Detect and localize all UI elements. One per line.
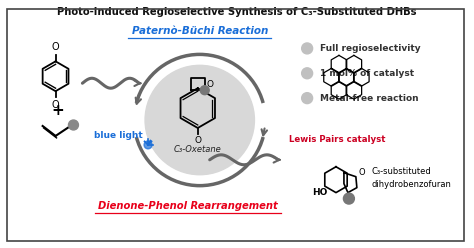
Text: blue light: blue light xyxy=(94,131,143,140)
Text: Full regioselectivity: Full regioselectivity xyxy=(320,44,421,53)
Text: O: O xyxy=(207,80,214,89)
Text: O: O xyxy=(52,42,59,52)
Text: O: O xyxy=(194,136,201,145)
Text: Metal-free reaction: Metal-free reaction xyxy=(320,94,419,103)
Text: Photo-Induced Regioselective Synthesis of C₃-Substituted DHBs: Photo-Induced Regioselective Synthesis o… xyxy=(57,7,416,17)
Text: dihydrobenzofuran: dihydrobenzofuran xyxy=(372,180,452,189)
Circle shape xyxy=(200,86,209,95)
Text: 1 mol% of catalyst: 1 mol% of catalyst xyxy=(320,69,414,78)
Circle shape xyxy=(301,68,313,79)
Circle shape xyxy=(145,65,255,175)
Circle shape xyxy=(68,120,78,130)
Text: HO: HO xyxy=(312,188,328,197)
Circle shape xyxy=(301,43,313,54)
Circle shape xyxy=(344,193,355,204)
Text: C₃-Oxetane: C₃-Oxetane xyxy=(174,145,222,154)
Text: +: + xyxy=(51,103,64,118)
Text: O: O xyxy=(52,100,59,110)
Circle shape xyxy=(301,93,313,104)
Circle shape xyxy=(144,141,152,149)
Text: O: O xyxy=(359,168,365,177)
Text: Paternò-Büchi Reaction: Paternò-Büchi Reaction xyxy=(132,26,268,35)
Text: Lewis Pairs catalyst: Lewis Pairs catalyst xyxy=(289,135,385,144)
Text: Dienone-Phenol Rearrangement: Dienone-Phenol Rearrangement xyxy=(98,201,278,211)
Text: C₃-substituted: C₃-substituted xyxy=(372,167,431,176)
